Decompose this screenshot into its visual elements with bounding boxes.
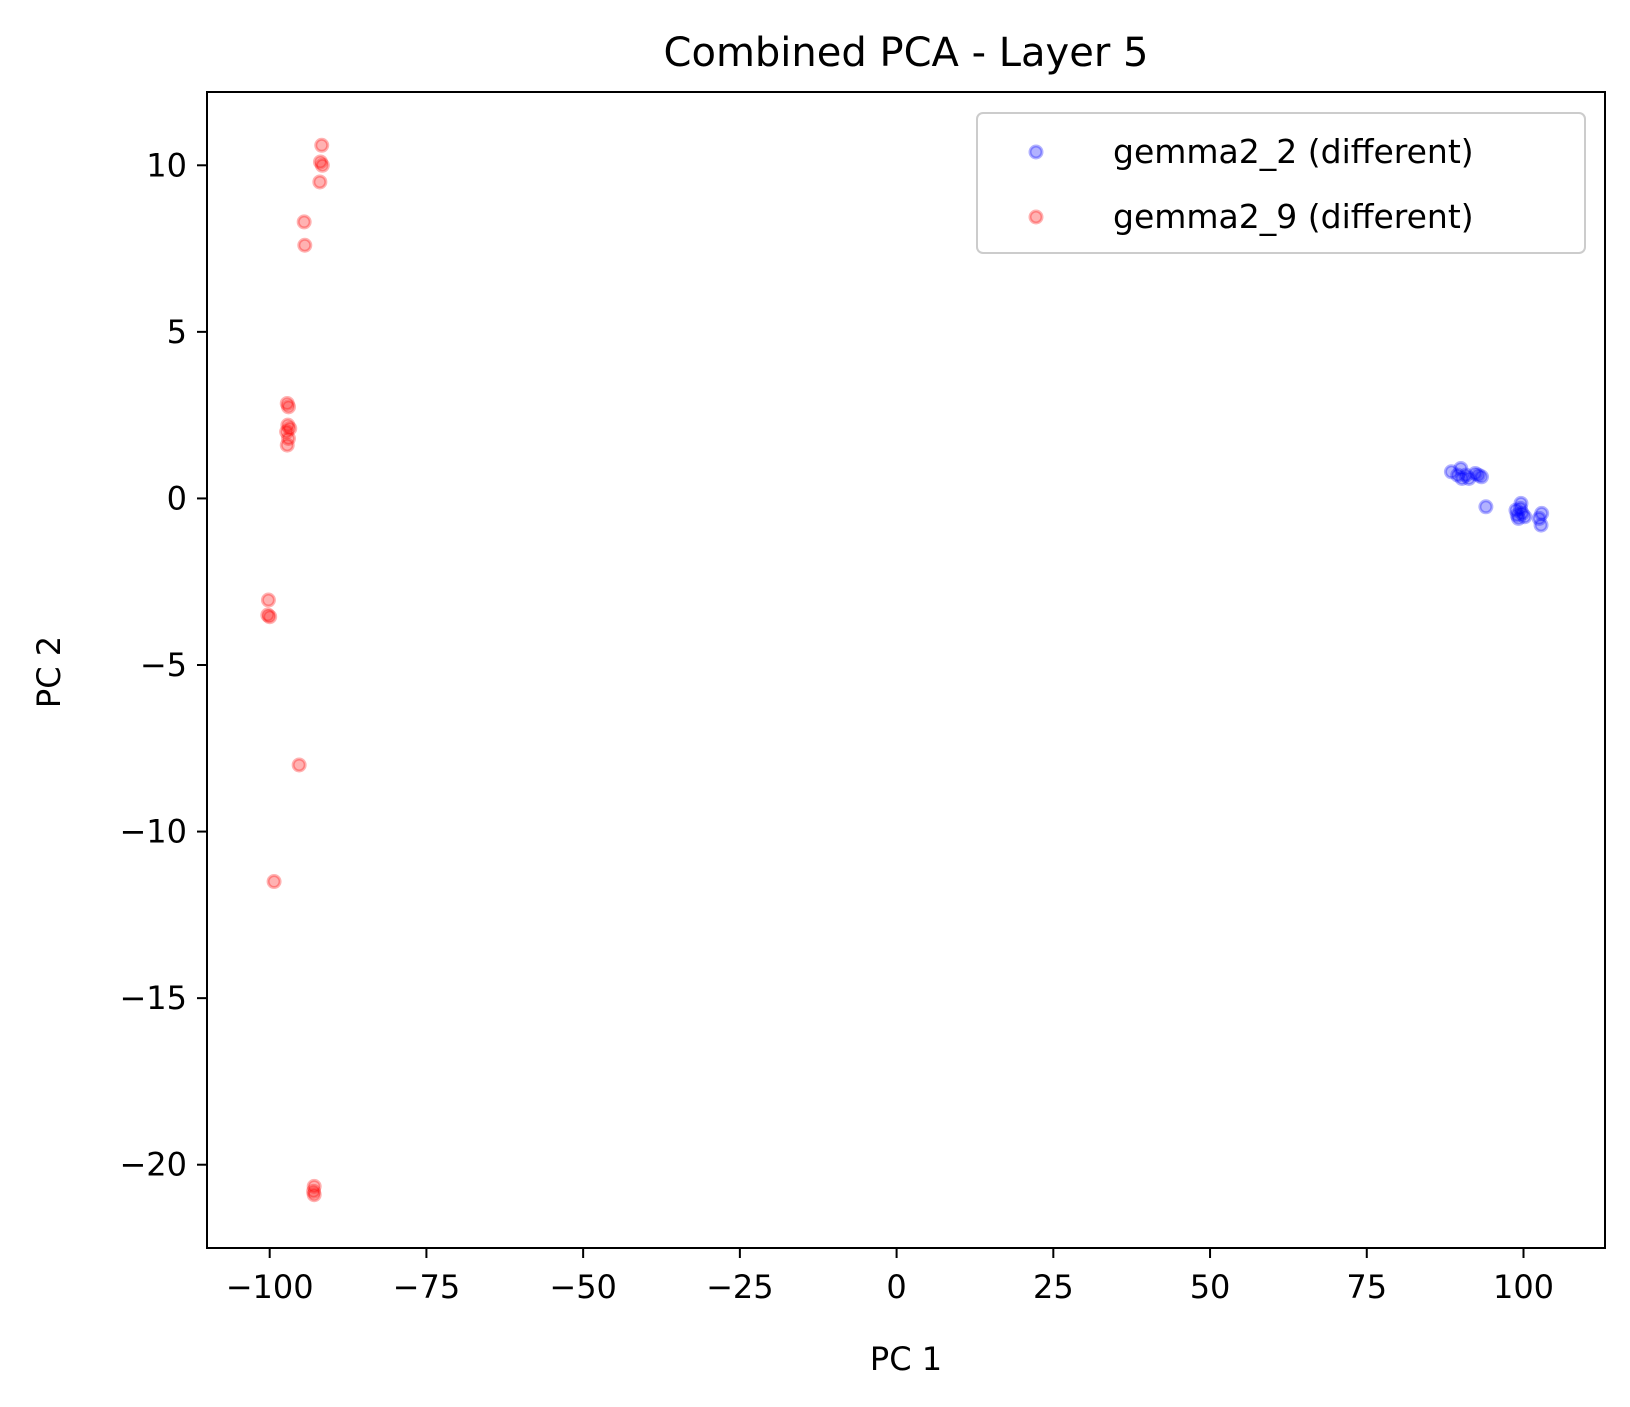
legend-box	[976, 112, 1586, 254]
x-tick-label: −75	[393, 1268, 461, 1306]
data-point	[296, 214, 312, 230]
chart-title: Combined PCA - Layer 5	[664, 30, 1149, 76]
data-point	[1514, 505, 1530, 521]
data-point	[297, 237, 313, 253]
y-tick-label: 0	[167, 479, 187, 517]
y-tick-label: −15	[119, 979, 187, 1017]
y-axis: −20 −15 −10 −5 0 5 10	[119, 146, 207, 1184]
data-point	[1533, 517, 1549, 533]
data-point	[282, 420, 298, 436]
data-point	[1450, 467, 1466, 483]
data-point	[1458, 467, 1474, 483]
data-point	[1534, 505, 1550, 521]
data-point	[279, 437, 295, 453]
y-tick-label: 5	[167, 313, 187, 351]
x-tick-label: 25	[1033, 1268, 1074, 1306]
data-point	[260, 607, 276, 623]
data-point	[312, 154, 328, 170]
data-point	[1531, 510, 1547, 526]
data-point	[1512, 500, 1528, 516]
data-point	[306, 1187, 322, 1203]
data-point	[266, 874, 282, 890]
data-point	[306, 1178, 322, 1194]
x-tick-label: −100	[226, 1268, 314, 1306]
data-point	[1509, 507, 1525, 523]
data-point	[314, 137, 330, 153]
y-axis-title: PC 2	[30, 636, 68, 708]
x-axis: −100 −75 −50 −25 0 25 50 75 100	[226, 1248, 1554, 1306]
data-point	[1453, 460, 1469, 476]
series-1	[260, 137, 330, 1203]
y-tick-label: −5	[140, 646, 187, 684]
data-point	[280, 430, 296, 446]
data-point	[1478, 499, 1494, 515]
series-0	[1443, 460, 1550, 533]
data-point	[1454, 470, 1470, 486]
data-point	[314, 157, 330, 173]
data-point	[306, 1183, 322, 1199]
x-tick-label: 0	[886, 1268, 906, 1306]
x-tick-label: −25	[706, 1268, 774, 1306]
data-points	[260, 137, 1550, 1203]
data-point	[262, 609, 278, 625]
legend-label-gemma2-9: gemma2_9 (different)	[1113, 197, 1474, 236]
y-tick-label: −10	[119, 813, 187, 851]
plot-frame	[206, 91, 1606, 1249]
data-point	[312, 174, 328, 190]
data-point	[1513, 495, 1529, 511]
data-point	[260, 592, 276, 608]
x-tick-label: 100	[1493, 1268, 1554, 1306]
data-point	[1510, 510, 1526, 526]
y-tick-label: −20	[119, 1146, 187, 1184]
legend-marker-gemma2-2	[1028, 144, 1044, 160]
x-tick-label: −50	[549, 1268, 617, 1306]
legend-marker-gemma2-9	[1028, 209, 1044, 225]
plot-background	[207, 92, 1605, 1248]
data-point	[1517, 509, 1533, 525]
data-point	[1443, 464, 1459, 480]
data-point	[280, 417, 296, 433]
data-point	[279, 395, 295, 411]
y-tick-label: 10	[146, 146, 187, 184]
data-point	[280, 399, 296, 415]
x-tick-label: 75	[1346, 1268, 1387, 1306]
x-tick-label: 50	[1190, 1268, 1231, 1306]
data-point	[1470, 467, 1486, 483]
legend: gemma2_2 (different) gemma2_9 (different…	[976, 112, 1586, 254]
legend-label-gemma2-2: gemma2_2 (different)	[1113, 132, 1474, 171]
data-point	[291, 757, 307, 773]
data-point	[1473, 469, 1489, 485]
data-point	[1467, 465, 1483, 481]
x-axis-title: PC 1	[870, 1340, 942, 1378]
data-point	[1508, 502, 1524, 518]
data-point	[279, 424, 295, 440]
data-point	[1461, 470, 1477, 486]
